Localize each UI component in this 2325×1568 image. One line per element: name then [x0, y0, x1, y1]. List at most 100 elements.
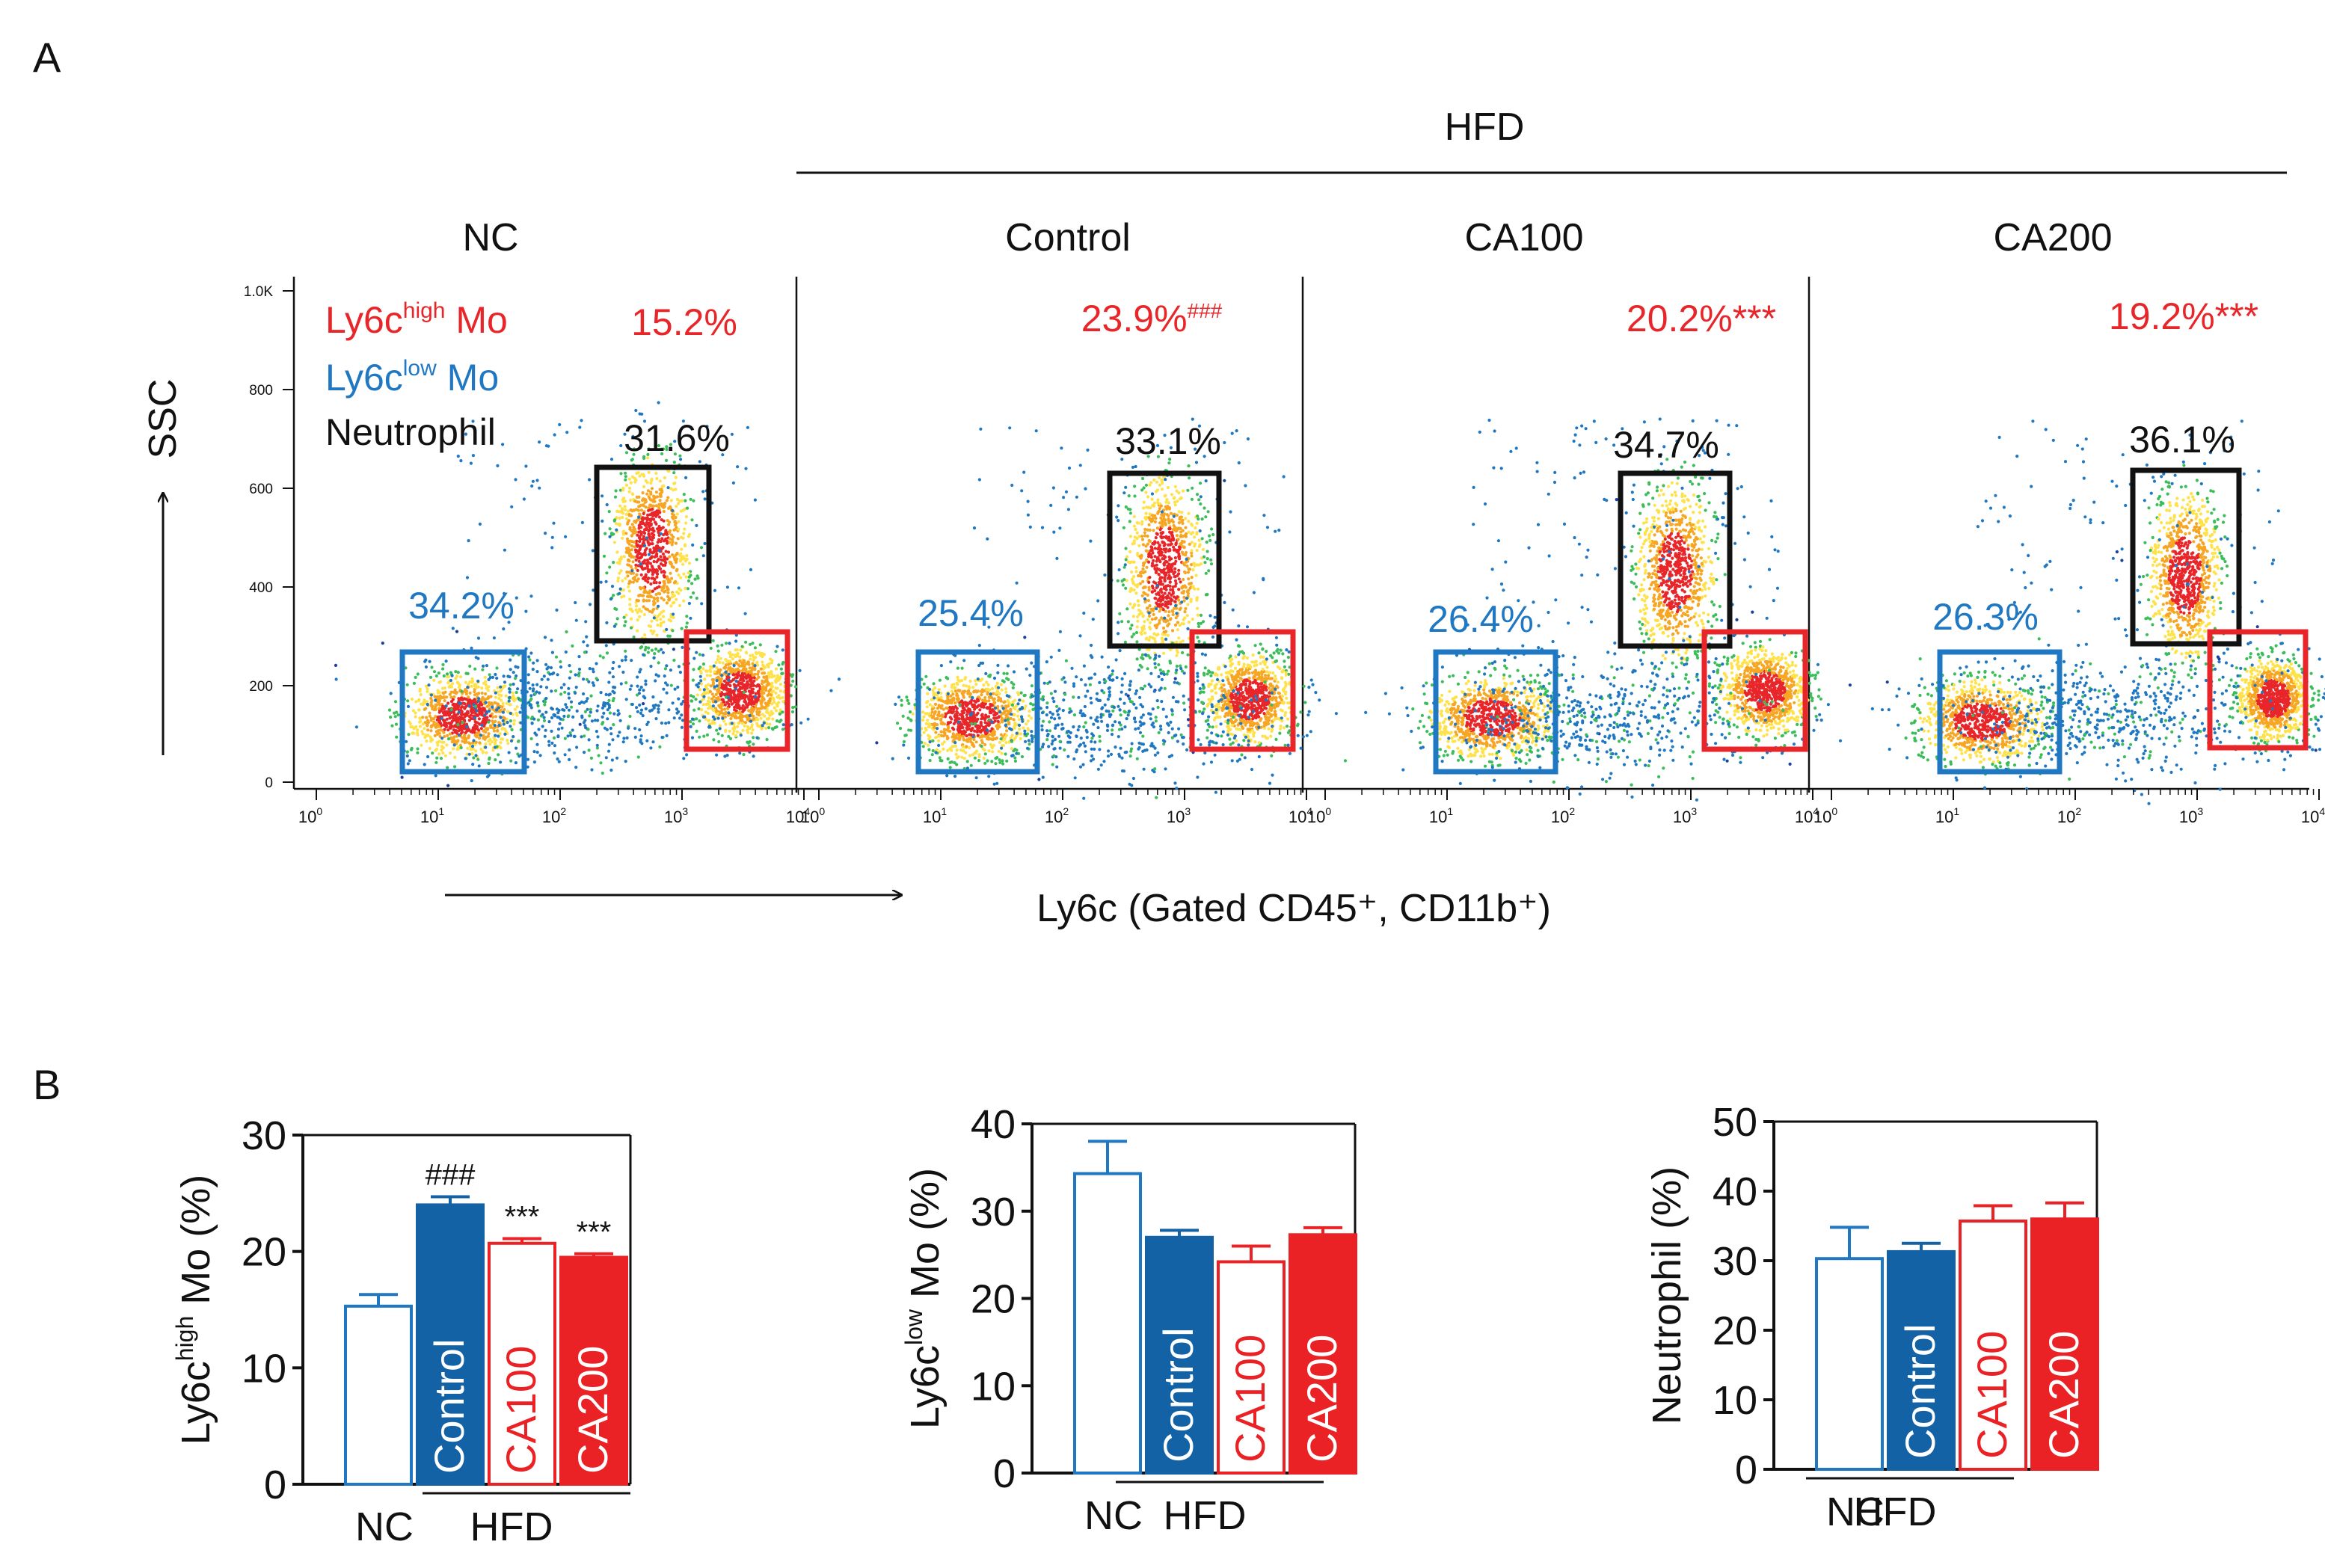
flow-event-dot [419, 725, 422, 728]
flow-event-dot [613, 625, 616, 628]
flow-event-dot [653, 560, 656, 563]
flow-event-dot [470, 710, 473, 713]
flow-event-dot [909, 719, 912, 722]
flow-event-dot [657, 558, 660, 561]
flow-event-dot [943, 740, 946, 743]
flow-event-dot [983, 762, 986, 765]
flow-event-dot [1175, 529, 1178, 532]
flow-event-dot [397, 713, 400, 716]
flow-event-dot [1158, 544, 1161, 547]
flow-event-dot [1155, 536, 1158, 539]
flow-event-dot [407, 705, 410, 708]
flow-event-dot [654, 679, 657, 682]
flow-event-dot [1125, 505, 1128, 508]
flow-event-dot [1186, 489, 1189, 492]
flow-event-dot [643, 633, 646, 636]
flow-event-dot [541, 725, 544, 728]
flow-event-dot [431, 707, 434, 710]
flow-event-dot [961, 726, 964, 729]
flow-event-dot [735, 705, 738, 708]
flow-event-dot [449, 679, 452, 682]
flow-event-dot [509, 696, 512, 699]
flow-event-dot [491, 748, 494, 751]
flow-event-dot [700, 546, 703, 549]
flow-event-dot [509, 725, 512, 728]
flow-event-dot [562, 715, 565, 718]
flow-event-dot [434, 734, 437, 737]
flow-event-dot [613, 607, 616, 610]
flow-event-dot [669, 604, 672, 607]
flow-event-dot [496, 464, 499, 467]
flow-event-dot [655, 576, 658, 579]
flow-event-dot [691, 544, 694, 547]
flow-event-dot [524, 610, 527, 613]
flow-event-dot [455, 674, 458, 677]
flow-event-dot [658, 613, 661, 616]
flow-event-dot [921, 710, 924, 713]
flow-event-dot [451, 682, 454, 685]
flow-event-dot [550, 716, 553, 719]
flow-event-dot [986, 688, 989, 691]
flow-event-dot [1042, 720, 1045, 723]
flow-event-dot [453, 756, 456, 759]
flow-event-dot [553, 737, 556, 740]
flow-event-dot [497, 693, 500, 696]
flow-event-dot [628, 589, 631, 592]
flow-event-dot [706, 687, 709, 690]
flow-event-dot [666, 591, 669, 594]
flow-event-dot [962, 710, 965, 713]
flow-event-dot [781, 700, 784, 703]
flow-event-dot [651, 740, 654, 743]
flow-event-dot [455, 630, 458, 633]
flow-event-dot [550, 742, 553, 745]
flow-event-dot [717, 717, 720, 720]
flow-event-dot [478, 741, 481, 744]
flow-event-dot [1001, 720, 1004, 723]
flow-event-dot [731, 714, 734, 717]
flow-event-dot [733, 730, 736, 733]
flow-event-dot [390, 725, 393, 728]
flow-event-dot [677, 710, 680, 713]
flow-event-dot [503, 708, 506, 711]
flow-event-dot [1145, 512, 1148, 515]
flow-event-dot [467, 695, 470, 698]
flow-event-dot [516, 714, 519, 717]
flow-event-dot [543, 716, 546, 719]
flow-event-dot [689, 725, 692, 728]
flow-event-dot [580, 715, 583, 718]
flow-x-axis-label: Ly6c (Gated CD45⁺, CD11b⁺) [1036, 887, 1551, 930]
flow-event-dot [1190, 549, 1193, 552]
flow-event-dot [1142, 506, 1145, 509]
flow-event-dot [605, 580, 608, 583]
flow-event-dot [1005, 677, 1008, 680]
flow-event-dot [680, 536, 683, 539]
flow-event-dot [1186, 614, 1189, 617]
flow-event-dot [1000, 734, 1003, 737]
flow-event-dot [626, 540, 629, 543]
flow-event-dot [1177, 491, 1180, 494]
flow-event-dot [544, 663, 547, 666]
flow-event-dot [794, 705, 797, 708]
flow-event-dot [446, 701, 449, 704]
flow-event-dot [741, 729, 744, 732]
flow-event-dot [615, 757, 618, 760]
flow-event-dot [734, 639, 737, 642]
flow-event-dot [394, 700, 397, 703]
flow-event-dot [1149, 608, 1152, 611]
flow-event-dot [761, 655, 764, 658]
flow-event-dot [1006, 672, 1009, 675]
flow-event-dot [972, 738, 975, 741]
flow-event-dot [518, 711, 521, 714]
flow-event-dot [567, 692, 570, 695]
flow-event-dot [1130, 624, 1133, 627]
flow-event-dot [719, 727, 722, 730]
flow-event-dot [725, 689, 728, 692]
flow-event-dot [1154, 547, 1157, 550]
flow-event-dot [477, 636, 480, 639]
flow-event-dot [445, 660, 448, 662]
flow-event-dot [741, 722, 744, 725]
flow-event-dot [588, 738, 591, 741]
flow-event-dot [703, 542, 706, 545]
flow-event-dot [752, 715, 755, 718]
flow-event-dot [476, 733, 479, 736]
